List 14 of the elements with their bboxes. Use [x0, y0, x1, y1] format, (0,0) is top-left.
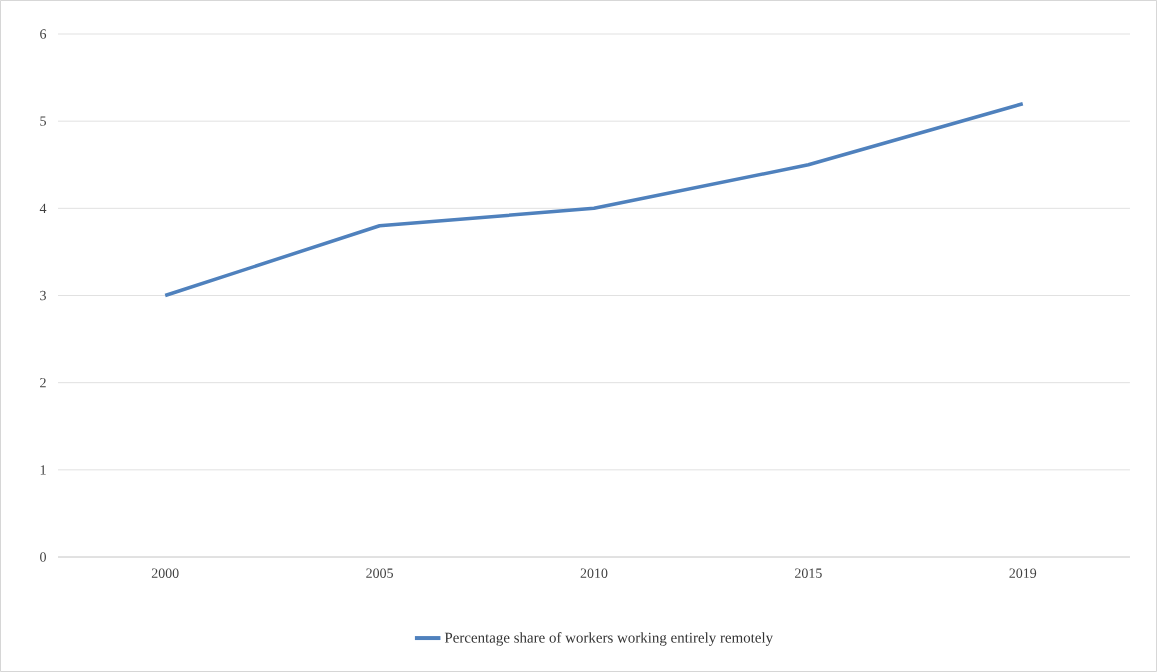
line-series: [163, 101, 1025, 298]
y-tick-label: 0: [40, 552, 46, 562]
y-tick-label: 5: [40, 116, 46, 126]
x-tick-label: 2000: [151, 568, 179, 578]
y-tick-label: 1: [40, 465, 46, 475]
y-tick-label: 4: [39, 203, 47, 213]
y-tick-label: 2: [40, 378, 46, 388]
y-tick-label: 3: [40, 290, 46, 301]
x-tick-label: 2015: [795, 568, 822, 578]
x-tick-label: 2010: [580, 568, 608, 578]
legend-label: Percentage share of workers working entirely remotely: [444, 632, 774, 646]
x-tick-label: 2019: [1009, 568, 1037, 578]
y-tick-label: 6: [40, 29, 47, 39]
x-tick-label: 2005: [366, 568, 393, 578]
